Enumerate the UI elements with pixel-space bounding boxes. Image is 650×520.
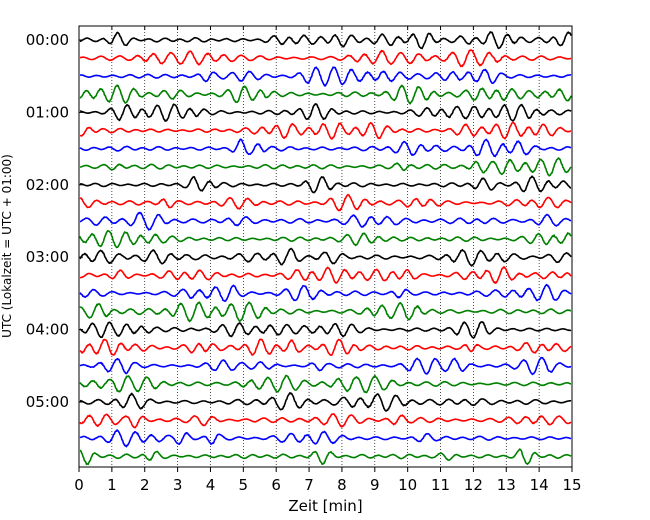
seismic-trace-row-5 (79, 103, 572, 122)
y-axis-title: UTC (Lokalzeit = UTC + 01:00) (0, 154, 14, 338)
x-tick-label: 9 (370, 476, 380, 494)
x-tick-label: 8 (337, 476, 347, 494)
seismic-trace-row-2 (79, 49, 572, 68)
y-tick-label: 02:00 (26, 176, 69, 194)
seismic-trace-row-17 (79, 321, 572, 339)
x-tick-label: 3 (173, 476, 183, 494)
x-tick-labels: 0 1 2 3 4 5 6 7 8 9 10 11 12 13 14 15 (74, 476, 581, 494)
x-tick-label: 4 (206, 476, 216, 494)
seismic-trace-row-23 (79, 429, 572, 448)
x-tick-label: 5 (239, 476, 249, 494)
x-tick-label: 6 (271, 476, 281, 494)
seismic-trace-row-14 (79, 266, 572, 284)
x-tick-label: 12 (464, 476, 483, 494)
y-tick-labels: 00:00 01:00 02:00 03:00 04:00 05:00 (26, 31, 69, 411)
x-tick-label: 13 (497, 476, 516, 494)
seismic-trace-row-9 (79, 175, 572, 194)
y-tick-label: 03:00 (26, 248, 69, 266)
seismic-trace-row-4 (79, 84, 572, 105)
seismic-trace-row-15 (79, 283, 572, 302)
x-tick-label: 2 (140, 476, 150, 494)
x-tick-label: 7 (304, 476, 314, 494)
seismic-trace-row-13 (79, 247, 572, 267)
seismic-trace-row-24 (79, 448, 572, 466)
y-tick-label: 01:00 (26, 103, 69, 121)
seismic-trace-row-16 (79, 301, 572, 323)
seismic-trace-row-10 (79, 193, 572, 212)
plot-frame (78, 25, 573, 468)
seismic-trace-row-8 (79, 157, 572, 177)
x-axis-title: Zeit [min] (288, 497, 362, 515)
x-tick-label: 10 (398, 476, 417, 494)
seismic-trace-row-22 (79, 413, 572, 429)
x-tick-label: 1 (107, 476, 117, 494)
seismic-trace-row-11 (79, 211, 572, 231)
seismic-trace-row-19 (79, 356, 572, 376)
seismic-trace-row-7 (79, 138, 572, 158)
y-tick-label: 00:00 (26, 31, 69, 49)
seismic-trace-row-12 (79, 229, 572, 249)
x-tick-label: 0 (74, 476, 84, 494)
seismic-trace-row-3 (79, 66, 572, 87)
seismic-trace-row-21 (79, 392, 572, 412)
x-tick-label: 14 (530, 476, 549, 494)
seismic-trace-row-20 (79, 374, 572, 394)
seismic-traces (79, 31, 572, 466)
seismic-trace-row-1 (79, 31, 572, 50)
seismic-trace-row-18 (79, 338, 572, 356)
axis-ticks (78, 26, 573, 472)
y-tick-label: 04:00 (26, 321, 69, 339)
y-tick-label: 05:00 (26, 393, 69, 411)
x-tick-label: 11 (431, 476, 450, 494)
x-tick-label: 15 (562, 476, 581, 494)
seismic-trace-row-6 (79, 121, 572, 140)
